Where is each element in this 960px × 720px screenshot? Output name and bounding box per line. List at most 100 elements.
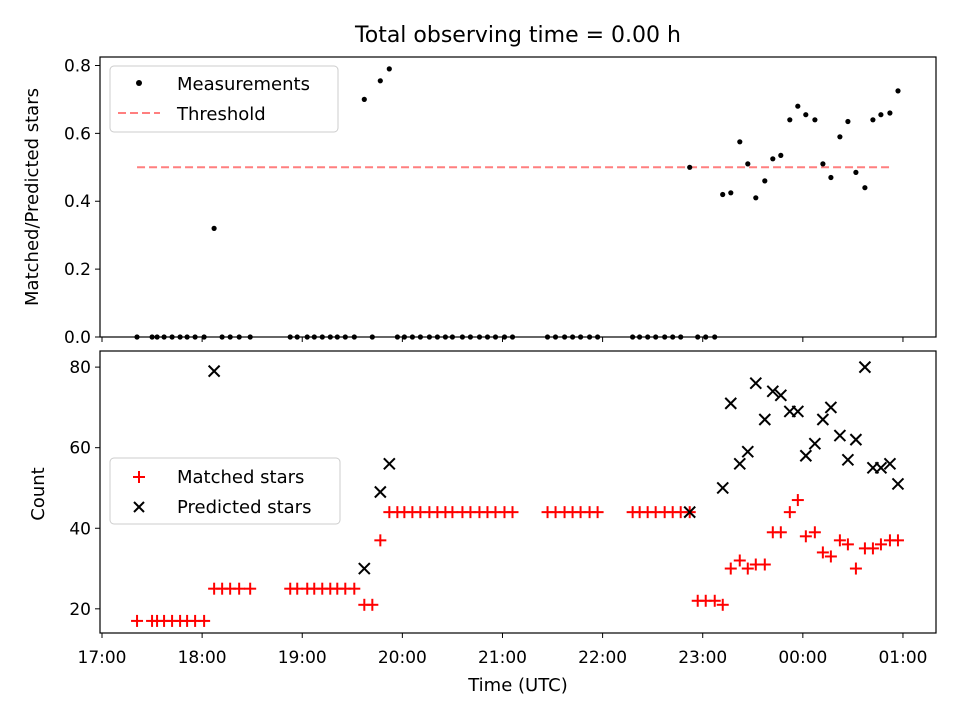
measurement-point	[778, 152, 784, 158]
matched-star-point	[591, 506, 604, 519]
predicted-star-point	[374, 485, 387, 499]
bottom-y-tick-label: 80	[69, 358, 91, 378]
bottom-x-tick-label: 20:00	[378, 648, 427, 668]
matched-star-point	[791, 494, 804, 507]
measurement-point	[803, 112, 809, 118]
predicted-star-point	[766, 385, 780, 398]
top-y-tick-label: 0.8	[64, 56, 91, 76]
measurement-point	[770, 156, 776, 162]
bottom-x-tick-label: 01:00	[878, 648, 927, 668]
matched-star-point	[833, 534, 846, 547]
legend-predicted-label: Predicted stars	[177, 497, 311, 518]
predicted-star-point	[891, 477, 905, 491]
matched-star-point	[874, 538, 887, 551]
predicted-star-point	[824, 401, 838, 414]
bottom-y-tick-label: 20	[69, 600, 91, 620]
legend-predicted-marker	[133, 501, 145, 513]
measurement-point	[728, 190, 734, 196]
bottom-panel: 20 40 60 80 17:00 18:00 19:00 20:00 21:00 22:00 2…	[28, 350, 937, 696]
bottom-x-tick-label: 18:00	[178, 648, 227, 668]
legend-matched-label: Matched stars	[177, 467, 304, 488]
measurement-point	[753, 195, 759, 201]
matched-star-point	[446, 506, 459, 519]
matched-star-point	[366, 598, 379, 611]
legend-measurements-label: Measurements	[177, 74, 310, 95]
measurement-point	[795, 103, 801, 109]
bottom-legend-box	[109, 457, 341, 525]
matched-star-point	[741, 562, 754, 575]
top-legend: Measurements Threshold	[109, 65, 339, 133]
bottom-x-tick-label: 22:00	[578, 648, 627, 668]
legend-threshold-label: Threshold	[176, 104, 266, 125]
predicted-star-point	[858, 360, 872, 374]
bottom-x-tick-label: 19:00	[278, 648, 327, 668]
bottom-y-tick-label: 40	[69, 519, 91, 539]
predicted-star-point	[841, 453, 855, 466]
top-y-tick-label: 0.6	[64, 124, 91, 144]
predicted-star-point	[724, 397, 737, 410]
top-panel: 0.00.20.40.60.8 Matched/Predicted stars …	[22, 56, 937, 348]
top-y-axis: 0.0 0.2 0.4 0.6 0.8	[64, 56, 100, 348]
top-x-axis	[101, 337, 904, 342]
bottom-y-axis-label: Count	[28, 467, 49, 520]
matched-star-point	[774, 526, 787, 539]
matched-star-point	[799, 530, 812, 543]
bottom-legend: Matched stars Predicted stars	[109, 457, 341, 525]
measurement-point	[211, 225, 217, 231]
matched-star-point	[724, 562, 737, 575]
matched-star-point	[198, 614, 211, 627]
predicted-star-point	[808, 437, 822, 450]
bottom-axes-frame	[99, 350, 937, 634]
predicted-star-point	[874, 461, 888, 475]
measurement-point	[720, 191, 726, 198]
top-y-axis-label: Matched/Predicted stars	[22, 88, 43, 306]
matched-star-point	[783, 506, 796, 519]
matched-star-point	[233, 582, 246, 595]
bottom-x-tick-label: 21:00	[478, 648, 527, 668]
measurement-point	[377, 78, 383, 84]
matched-star-point	[506, 506, 519, 519]
predicted-star-point	[883, 457, 897, 471]
predicted-star-point	[849, 433, 863, 446]
predicted-star-point	[383, 457, 396, 471]
measurement-point	[386, 66, 392, 72]
matched-star-point	[891, 534, 904, 547]
measurement-point	[737, 139, 743, 145]
measurement-point	[887, 110, 893, 116]
legend-measurements-marker	[136, 80, 142, 86]
measurement-point	[845, 118, 851, 125]
bottom-y-tick-label: 60	[69, 439, 91, 459]
top-y-tick-label: 0.4	[64, 192, 91, 212]
matched-star-point	[849, 562, 862, 575]
matched-star-point	[131, 614, 144, 627]
predicted-star-point	[741, 445, 754, 458]
matched-star-point	[708, 594, 721, 607]
measurement-point	[361, 96, 367, 102]
predicted-star-point	[791, 405, 805, 418]
top-y-tick-label: 0.2	[64, 260, 91, 280]
measurement-point	[762, 178, 768, 184]
predicted-star-point	[749, 377, 762, 390]
matched-star-point	[348, 582, 361, 595]
bottom-plot-area	[131, 360, 905, 627]
top-legend-box	[109, 65, 339, 133]
measurement-point	[687, 164, 693, 170]
matched-star-point	[816, 546, 829, 559]
matched-star-point	[758, 558, 771, 571]
measurement-point	[862, 185, 868, 191]
matched-star-point	[716, 598, 729, 611]
measurement-point	[870, 117, 876, 123]
predicted-star-point	[716, 481, 729, 495]
predicted-star-point	[799, 449, 813, 462]
predicted-star-point	[816, 413, 830, 426]
matched-star-point	[866, 542, 879, 555]
measurement-point	[837, 134, 843, 140]
chart-title: Total observing time = 0.00 h	[354, 23, 681, 48]
measurement-point	[895, 88, 901, 94]
matched-star-point	[808, 526, 821, 539]
matched-star-point	[733, 554, 746, 567]
predicted-star-point	[758, 413, 772, 426]
predicted-star-point	[774, 389, 788, 402]
matched-star-point	[244, 582, 257, 595]
